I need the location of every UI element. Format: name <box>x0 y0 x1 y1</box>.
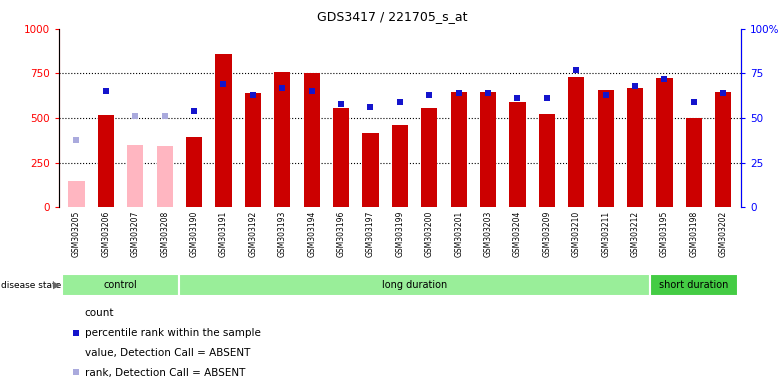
Text: GSM303208: GSM303208 <box>160 210 169 257</box>
Bar <box>303 73 320 207</box>
Point <box>570 67 583 73</box>
Text: value, Detection Call = ABSENT: value, Detection Call = ABSENT <box>85 348 250 358</box>
Point <box>717 90 729 96</box>
Point <box>423 92 435 98</box>
Bar <box>568 77 584 207</box>
Text: GDS3417 / 221705_s_at: GDS3417 / 221705_s_at <box>317 10 467 23</box>
Text: disease state: disease state <box>1 281 61 290</box>
Bar <box>180 274 650 296</box>
Text: GSM303198: GSM303198 <box>689 210 699 257</box>
Point <box>305 88 318 94</box>
Bar <box>510 102 525 207</box>
Text: GSM303199: GSM303199 <box>395 210 405 257</box>
Text: long duration: long duration <box>382 280 447 290</box>
Bar <box>392 125 408 207</box>
Point <box>688 99 700 105</box>
Point <box>158 113 171 119</box>
Text: GSM303207: GSM303207 <box>131 210 140 257</box>
Text: GSM303197: GSM303197 <box>366 210 375 257</box>
Text: count: count <box>85 308 114 318</box>
Point <box>452 90 465 96</box>
Text: rank, Detection Call = ABSENT: rank, Detection Call = ABSENT <box>85 368 245 378</box>
Point <box>246 92 259 98</box>
Bar <box>451 92 466 207</box>
Bar <box>68 180 85 207</box>
Point <box>69 369 82 376</box>
Bar <box>362 133 379 207</box>
Point <box>394 99 406 105</box>
Point <box>659 76 671 82</box>
Bar <box>274 72 290 207</box>
Bar <box>333 108 349 207</box>
Bar <box>627 88 643 207</box>
Point <box>335 101 347 107</box>
Bar <box>650 274 738 296</box>
Bar <box>98 114 114 207</box>
Point <box>599 92 612 98</box>
Bar <box>539 114 555 207</box>
Text: GSM303212: GSM303212 <box>630 210 640 257</box>
Text: GSM303196: GSM303196 <box>336 210 346 257</box>
Text: GSM303203: GSM303203 <box>484 210 492 257</box>
Text: GSM303201: GSM303201 <box>454 210 463 257</box>
Bar <box>656 78 673 207</box>
Text: GSM303200: GSM303200 <box>425 210 434 257</box>
Text: GSM303190: GSM303190 <box>190 210 198 257</box>
Text: GSM303193: GSM303193 <box>278 210 287 257</box>
Bar <box>245 93 261 207</box>
Text: GSM303206: GSM303206 <box>101 210 111 257</box>
Text: GSM303191: GSM303191 <box>219 210 228 257</box>
Point <box>187 108 200 114</box>
Text: GSM303202: GSM303202 <box>719 210 728 257</box>
Bar <box>715 92 731 207</box>
Text: short duration: short duration <box>659 280 728 290</box>
Point <box>69 329 82 336</box>
Bar <box>597 90 614 207</box>
Bar <box>62 274 180 296</box>
Point <box>511 95 524 101</box>
Text: GSM303195: GSM303195 <box>660 210 669 257</box>
Text: GSM303211: GSM303211 <box>601 210 610 257</box>
Point <box>71 136 82 142</box>
Point <box>217 81 230 87</box>
Bar <box>421 108 437 207</box>
Bar <box>157 146 172 207</box>
Bar <box>480 92 496 207</box>
Text: ▶: ▶ <box>53 280 61 290</box>
Point <box>364 104 376 111</box>
Point <box>629 83 641 89</box>
Point <box>129 113 141 119</box>
Point <box>100 88 112 94</box>
Text: GSM303192: GSM303192 <box>249 210 257 257</box>
Text: GSM303209: GSM303209 <box>543 210 551 257</box>
Text: GSM303205: GSM303205 <box>72 210 81 257</box>
Text: GSM303194: GSM303194 <box>307 210 316 257</box>
Text: percentile rank within the sample: percentile rank within the sample <box>85 328 260 338</box>
Point <box>481 90 494 96</box>
Text: GSM303204: GSM303204 <box>513 210 522 257</box>
Text: control: control <box>103 280 137 290</box>
Bar <box>127 145 143 207</box>
Bar <box>186 137 202 207</box>
Point <box>540 95 553 101</box>
Bar <box>216 54 231 207</box>
Point <box>276 84 289 91</box>
Bar <box>686 118 702 207</box>
Text: GSM303210: GSM303210 <box>572 210 581 257</box>
